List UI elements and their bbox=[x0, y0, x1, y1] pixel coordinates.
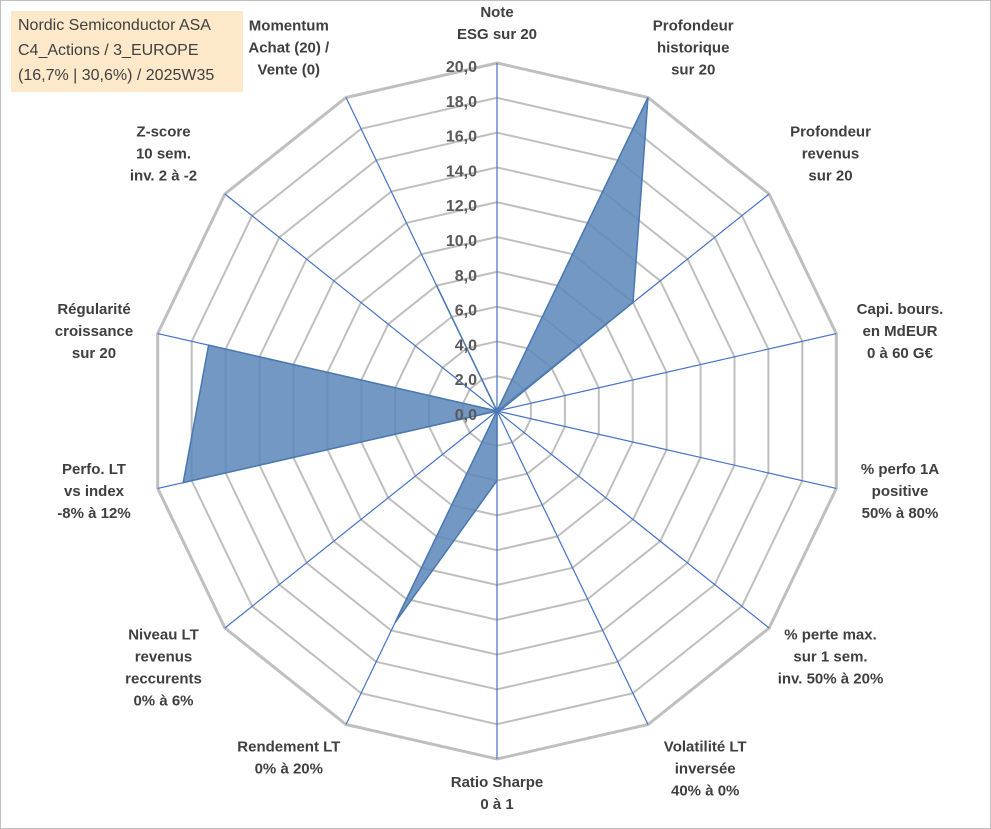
axis-label-line: revenus bbox=[135, 649, 193, 666]
tick-label: 2,0 bbox=[455, 372, 477, 389]
title-line-2: C4_Actions / 3_EUROPE bbox=[18, 42, 199, 59]
axis-label: Régularité croissance sur 20 bbox=[55, 301, 133, 362]
axis-label-line: inv. 2 à -2 bbox=[130, 168, 197, 185]
axis-spoke bbox=[496, 333, 837, 412]
axis-spoke bbox=[224, 193, 498, 412]
axis-label: Note ESG sur 20 bbox=[457, 4, 537, 43]
axis-label-line: Ratio Sharpe bbox=[451, 774, 544, 791]
axis-spoke bbox=[496, 410, 837, 489]
axis-label-line: 0% à 6% bbox=[133, 693, 193, 710]
tick-label: 8,0 bbox=[455, 268, 477, 285]
axis-label-line: Capi. bours. bbox=[857, 301, 944, 318]
axis-label-line: Momentum bbox=[249, 18, 329, 35]
tick-label: 4,0 bbox=[455, 337, 477, 354]
axis-label: Profondeur revenus sur 20 bbox=[790, 124, 871, 185]
axis-label-line: inv. 50% à 20% bbox=[778, 671, 884, 688]
axis-label: % perte max. sur 1 sem. inv. 50% à 20% bbox=[778, 627, 884, 688]
tick-label: 20,0 bbox=[446, 59, 477, 76]
axis-label: % perfo 1A positive 50% à 80% bbox=[861, 461, 940, 522]
axis-label-line: Z-score bbox=[136, 124, 190, 141]
tick-label: 18,0 bbox=[446, 94, 477, 111]
tick-label: 12,0 bbox=[446, 198, 477, 215]
series-area-layer bbox=[182, 97, 649, 624]
axis-label-line: % perte max. bbox=[784, 627, 877, 644]
axis-label-line: -8% à 12% bbox=[57, 505, 130, 522]
axis-label-line: sur 20 bbox=[808, 168, 852, 185]
axis-label-line: 0% à 20% bbox=[255, 760, 323, 777]
axis-label-line: Rendement LT bbox=[237, 738, 340, 755]
axis-label-line: sur 20 bbox=[671, 62, 715, 79]
axis-label-line: ESG sur 20 bbox=[457, 26, 537, 43]
axis-label-line: sur 1 sem. bbox=[793, 649, 867, 666]
axis-label-line: positive bbox=[872, 483, 929, 500]
axis-label-line: Achat (20) / bbox=[248, 40, 330, 57]
axis-label-line: Régularité bbox=[57, 301, 130, 318]
axis-label-line: historique bbox=[657, 40, 730, 57]
axis-label-line: 0 à 1 bbox=[480, 796, 513, 813]
tick-label: 6,0 bbox=[455, 303, 477, 320]
axis-spoke bbox=[496, 410, 649, 725]
tick-label: 0,0 bbox=[455, 407, 477, 424]
axis-label-line: Profondeur bbox=[653, 18, 734, 35]
axis-label-line: reccurents bbox=[125, 671, 202, 688]
axis-label-line: 0 à 60 G€ bbox=[867, 345, 934, 362]
chart-title-box: Nordic Semiconductor ASA C4_Actions / 3_… bbox=[11, 11, 243, 92]
axis-label: Profondeur historique sur 20 bbox=[653, 18, 734, 79]
tick-label-layer: 0,0 2,0 4,0 6,0 8,0 10,0 12,0 14,0 16,0 18,0 20,0 bbox=[446, 59, 477, 424]
tick-label: 10,0 bbox=[446, 233, 477, 250]
axis-label: Capi. bours. en MdEUR 0 à 60 G€ bbox=[857, 301, 944, 362]
axis-label-line: sur 20 bbox=[72, 345, 116, 362]
axis-label-line: Niveau LT bbox=[128, 627, 199, 644]
axis-label-line: Profondeur bbox=[790, 124, 871, 141]
axis-label-line: 10 sem. bbox=[136, 146, 191, 163]
axis-label-line: vs index bbox=[64, 483, 125, 500]
axis-label: Perfo. LT vs index -8% à 12% bbox=[57, 461, 130, 522]
axis-label-line: 50% à 80% bbox=[862, 505, 939, 522]
title-line-1: Nordic Semiconductor ASA bbox=[18, 17, 211, 34]
axis-spoke bbox=[496, 410, 770, 629]
axis-label-line: Perfo. LT bbox=[62, 461, 126, 478]
axis-label-line: Volatilité LT bbox=[664, 738, 747, 755]
axis-label: Ratio Sharpe 0 à 1 bbox=[451, 774, 544, 813]
axis-label-line: % perfo 1A bbox=[861, 461, 940, 478]
axis-label-line: en MdEUR bbox=[863, 323, 938, 340]
axis-label-line: revenus bbox=[802, 146, 860, 163]
tick-label: 14,0 bbox=[446, 163, 477, 180]
axis-label: Volatilité LT inversée 40% à 0% bbox=[664, 738, 747, 799]
series-area bbox=[182, 97, 649, 624]
tick-label: 16,0 bbox=[446, 129, 477, 146]
axis-label-line: Note bbox=[480, 4, 513, 21]
axis-label-line: Vente (0) bbox=[258, 62, 321, 79]
axis-label-line: inversée bbox=[675, 760, 736, 777]
axis-label: Z-score 10 sem. inv. 2 à -2 bbox=[130, 124, 197, 185]
axis-label: Niveau LT revenus reccurents 0% à 6% bbox=[125, 627, 202, 710]
axis-label: Momentum Achat (20) / Vente (0) bbox=[248, 18, 330, 79]
axis-label: Rendement LT 0% à 20% bbox=[237, 738, 340, 777]
axis-spoke bbox=[224, 410, 498, 629]
axis-label-line: 40% à 0% bbox=[671, 782, 739, 799]
title-line-3: (16,7% | 30,6%) / 2025W35 bbox=[18, 67, 215, 84]
axis-label-layer: Note ESG sur 20 Profondeur historique sur 20… bbox=[55, 4, 944, 813]
axis-label-line: croissance bbox=[55, 323, 133, 340]
